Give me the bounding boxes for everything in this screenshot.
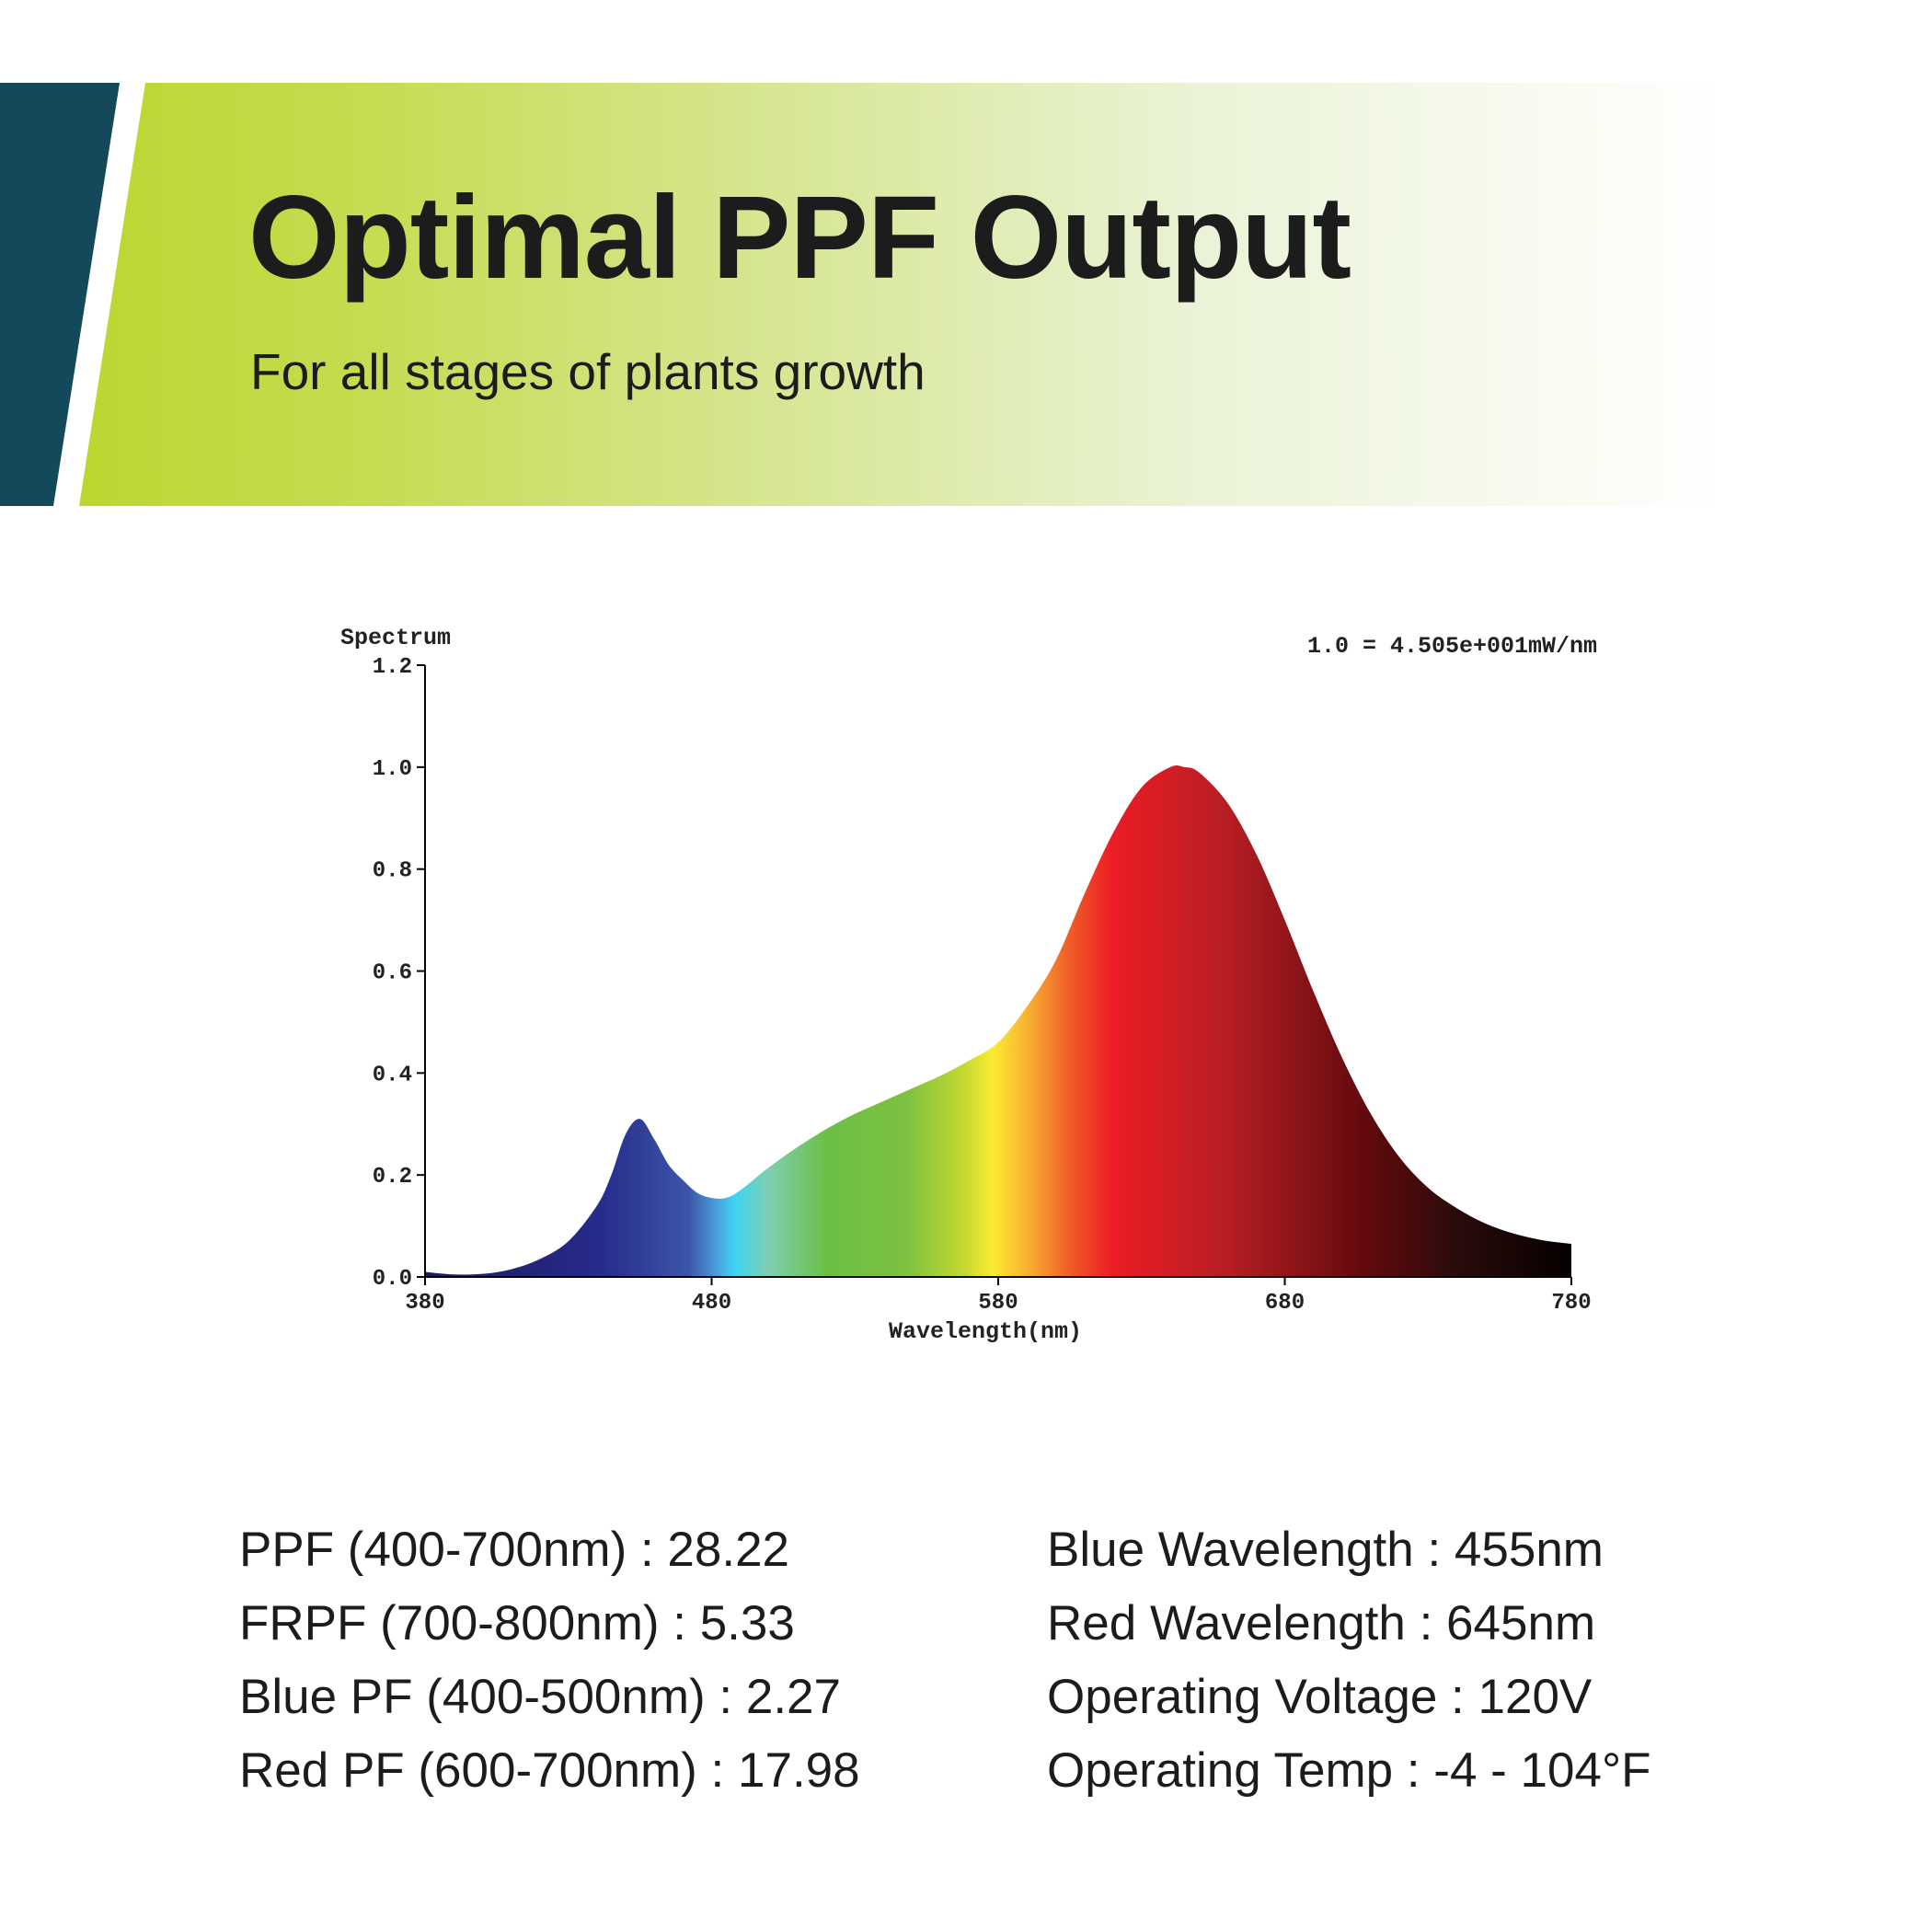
spec-frpf: FRPF (700-800nm) : 5.33 <box>239 1596 795 1650</box>
y-tick-label: 1.2 <box>373 655 412 680</box>
x-tick-label: 580 <box>978 1291 1018 1316</box>
y-tick-label: 0.4 <box>373 1063 412 1087</box>
x-tick-label: 780 <box>1551 1291 1591 1316</box>
page-subtitle: For all stages of plants growth <box>250 343 926 400</box>
spec-blue-wavelength: Blue Wavelength : 455nm <box>1047 1523 1604 1577</box>
y-axis-title: Spectrum <box>340 625 451 651</box>
spec-blue-pf: Blue PF (400-500nm) : 2.27 <box>239 1670 842 1724</box>
spec-ppf: PPF (400-700nm) : 28.22 <box>239 1523 790 1577</box>
spec-red-wavelength: Red Wavelength : 645nm <box>1047 1596 1596 1650</box>
spec-operating-temp: Operating Temp : -4 - 104°F <box>1047 1743 1651 1798</box>
y-tick-label: 1.0 <box>373 757 412 782</box>
spectrum-area <box>425 765 1571 1277</box>
specs-left-column: PPF (400-700nm) : 28.22 FRPF (700-800nm)… <box>239 1513 860 1808</box>
page-title: Optimal PPF Output <box>248 172 1351 304</box>
chart-annotation: 1.0 = 4.505e+001mW/nm <box>1307 633 1597 660</box>
spec-operating-voltage: Operating Voltage : 120V <box>1047 1670 1593 1724</box>
specs-right-column: Blue Wavelength : 455nm Red Wavelength :… <box>1047 1513 1651 1808</box>
y-tick-label: 0.8 <box>373 859 412 884</box>
y-tick-label: 0.6 <box>373 961 412 986</box>
x-tick-label: 680 <box>1265 1291 1305 1316</box>
header-banner <box>79 83 1726 506</box>
x-tick-label: 480 <box>692 1291 731 1316</box>
x-axis-title: Wavelength(nm) <box>889 1318 1082 1345</box>
y-tick-label: 0.0 <box>373 1267 412 1292</box>
x-tick-label: 380 <box>405 1291 444 1316</box>
spec-red-pf: Red PF (600-700nm) : 17.98 <box>239 1743 860 1798</box>
y-tick-label: 0.2 <box>373 1165 412 1190</box>
